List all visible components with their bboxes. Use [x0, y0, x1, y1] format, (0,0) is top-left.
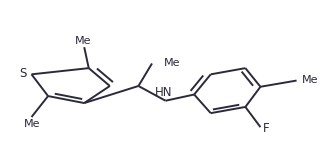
Text: Me: Me — [164, 58, 180, 68]
Text: Me: Me — [75, 36, 91, 46]
Text: HN: HN — [154, 86, 172, 100]
Text: Me: Me — [302, 75, 318, 85]
Text: S: S — [19, 67, 26, 80]
Text: F: F — [262, 122, 269, 135]
Text: Me: Me — [24, 118, 40, 129]
